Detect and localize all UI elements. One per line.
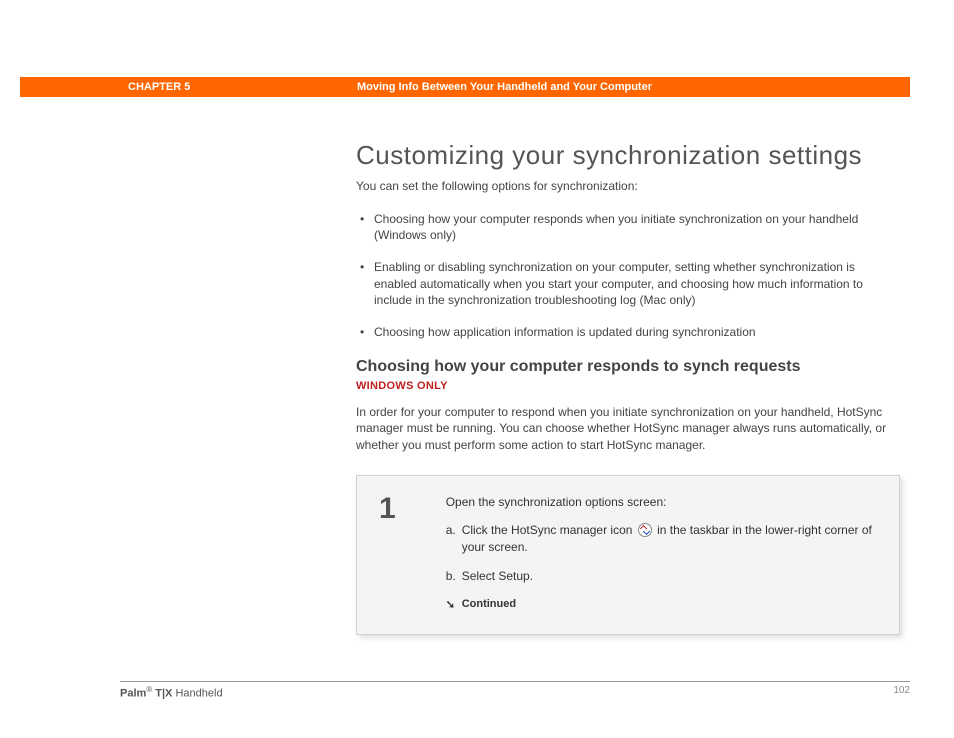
step-sub-a: a. Click the HotSync manager icon in the…	[446, 522, 877, 556]
brand-bold: Palm	[120, 688, 146, 700]
list-item: Enabling or disabling synchronization on…	[356, 259, 900, 308]
brand-model: T|X	[152, 688, 172, 700]
step-number: 1	[379, 494, 396, 613]
chapter-header: CHAPTER 5 Moving Info Between Your Handh…	[20, 77, 910, 97]
step-box: 1 Open the synchronization options scree…	[356, 475, 900, 636]
brand-tail: Handheld	[172, 688, 222, 700]
options-list: Choosing how your computer responds when…	[356, 211, 900, 340]
step-body: Open the synchronization options screen:…	[446, 494, 877, 613]
platform-tag: WINDOWS ONLY	[356, 380, 900, 392]
sub-letter: a.	[446, 522, 456, 539]
section-heading: Choosing how your computer responds to s…	[356, 358, 900, 376]
page-number: 102	[893, 685, 910, 700]
continued-label: ➘ Continued	[446, 597, 877, 612]
list-item: Choosing how your computer responds when…	[356, 211, 900, 243]
chapter-title: Moving Info Between Your Handheld and Yo…	[357, 81, 652, 93]
sub-b-text: Select Setup.	[462, 569, 533, 583]
sub-letter: b.	[446, 568, 456, 585]
chapter-label: CHAPTER 5	[128, 81, 190, 93]
continued-arrow-icon: ➘	[446, 598, 455, 613]
page-footer: Palm® T|X Handheld 102	[120, 685, 910, 700]
page-title: Customizing your synchronization setting…	[356, 140, 900, 171]
sub-a-prefix: Click the HotSync manager icon	[462, 523, 636, 537]
continued-text: Continued	[462, 598, 516, 610]
section-para: In order for your computer to respond wh…	[356, 404, 900, 453]
hotsync-icon	[638, 523, 652, 537]
intro-text: You can set the following options for sy…	[356, 179, 900, 193]
list-item: Choosing how application information is …	[356, 324, 900, 340]
footer-brand: Palm® T|X Handheld	[120, 685, 223, 700]
footer-rule	[120, 681, 910, 682]
step-sub-b: b. Select Setup.	[446, 568, 877, 585]
step-title: Open the synchronization options screen:	[446, 494, 877, 511]
page-content: Customizing your synchronization setting…	[356, 140, 900, 635]
